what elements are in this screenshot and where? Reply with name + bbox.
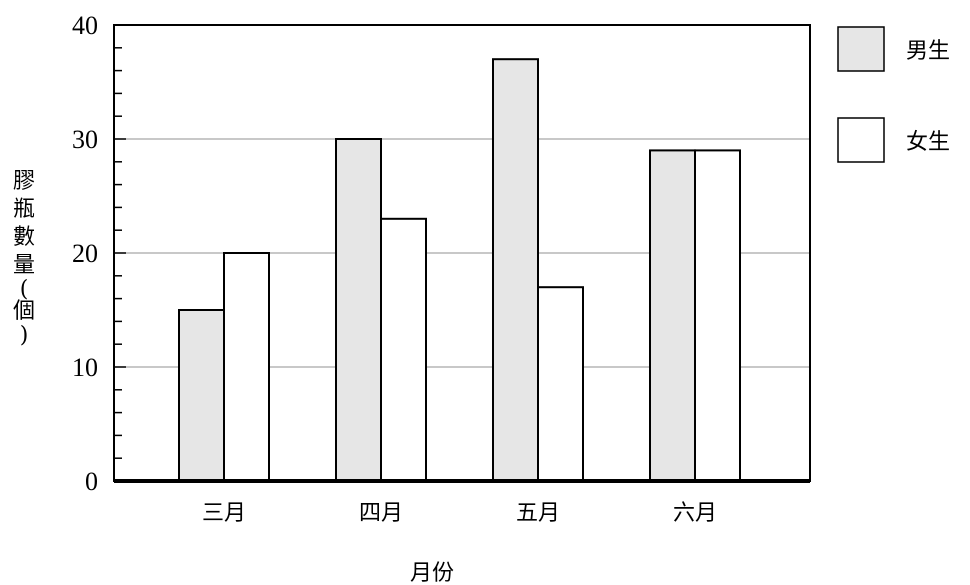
bars — [178, 58, 741, 483]
bar-girls-1 — [223, 252, 270, 482]
x-category-label: 五月 — [516, 501, 560, 526]
x-category-label: 四月 — [359, 501, 403, 526]
legend-label: 男生 — [906, 39, 950, 64]
legend-swatch — [837, 26, 885, 72]
y-axis-tick-labels: 0 10 20 30 40 — [72, 11, 98, 496]
bar-girls-2 — [380, 217, 427, 483]
bar-girls-3 — [537, 286, 584, 483]
y-tick-label: 30 — [72, 125, 98, 154]
y-tick-label: 10 — [72, 353, 98, 382]
y-axis-title: 膠瓶數量(個) — [13, 169, 35, 348]
y-tick-label: 20 — [72, 239, 98, 268]
legend-swatch — [837, 117, 885, 163]
legend-label: 女生 — [906, 130, 950, 155]
bar-boys-2 — [335, 138, 382, 482]
x-category-label: 六月 — [673, 501, 717, 526]
x-category-label: 三月 — [202, 501, 246, 526]
bar-boys-1 — [178, 309, 225, 482]
y-tick-label: 40 — [72, 11, 98, 40]
x-axis-category-labels: 三月 四月 五月 六月 — [202, 501, 717, 526]
y-axis-ticks — [114, 24, 126, 482]
bar-boys-4 — [649, 149, 696, 482]
y-tick-label: 0 — [85, 467, 98, 496]
bar-boys-3 — [492, 58, 539, 482]
x-axis-title: 月份 — [410, 561, 454, 585]
bar-girls-4 — [694, 149, 741, 482]
